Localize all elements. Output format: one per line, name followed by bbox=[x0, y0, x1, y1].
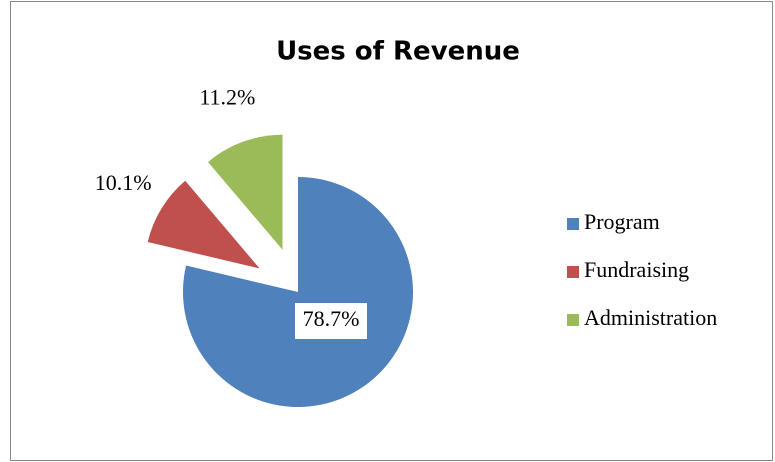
pie-slice bbox=[147, 180, 260, 269]
pie-slice bbox=[208, 134, 283, 250]
legend-swatch bbox=[567, 218, 579, 230]
legend-label: Program bbox=[584, 209, 660, 234]
legend-swatch bbox=[567, 314, 579, 326]
data-label: 78.7% bbox=[303, 306, 360, 331]
pie-slice bbox=[182, 177, 414, 408]
legend-swatch bbox=[567, 266, 579, 278]
legend-label: Fundraising bbox=[584, 257, 689, 282]
data-label: 11.2% bbox=[199, 85, 255, 110]
chart-title: Uses of Revenue bbox=[276, 37, 520, 67]
legend-label: Administration bbox=[584, 305, 717, 330]
label-box bbox=[295, 303, 367, 339]
data-label: 10.1% bbox=[95, 170, 152, 195]
